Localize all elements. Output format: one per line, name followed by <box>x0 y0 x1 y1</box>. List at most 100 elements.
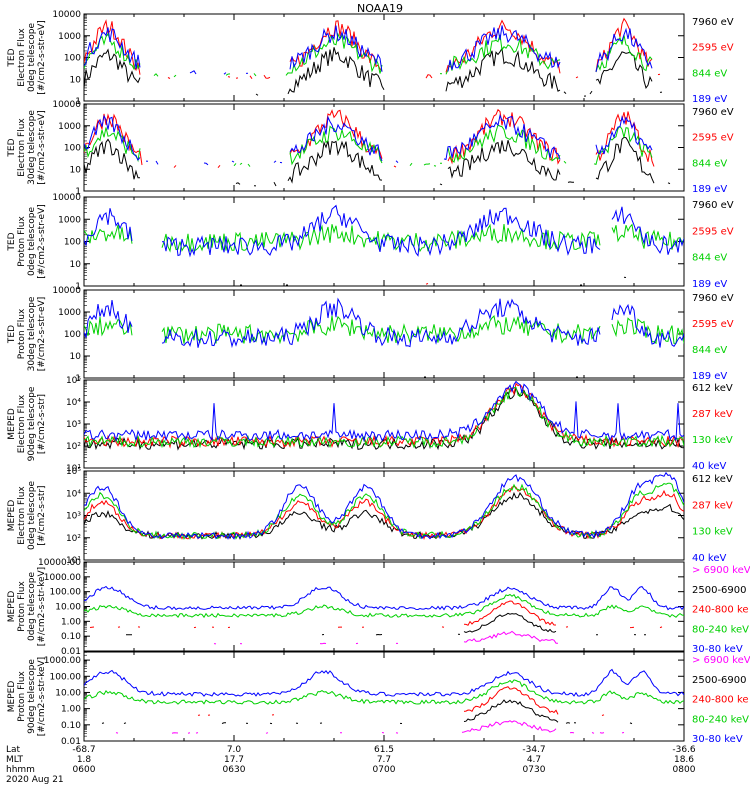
y-axis-label-line: MEPED <box>7 591 17 623</box>
x-tick-label: 0600 <box>73 765 96 775</box>
series-7960-ev <box>84 137 684 186</box>
y-tick-label: 10 <box>70 260 82 270</box>
channel-label: 2500-6900 <box>692 585 747 596</box>
y-axis-label-line: [#/cm2-s-str-eV] <box>37 297 47 372</box>
x-tick-label: -68.7 <box>72 745 95 755</box>
y-tick-label: 10.00 <box>55 603 81 613</box>
channel-label: 130 keV <box>692 527 733 538</box>
channel-label: 844 eV <box>692 158 727 169</box>
y-tick-label: 100 <box>64 54 81 64</box>
y-tick-label: 1.00 <box>61 705 81 715</box>
y-axis-label-line: 0deg telescope <box>27 23 37 93</box>
series-189-ev <box>84 297 684 349</box>
y-axis-label-line: Electron Flux <box>17 118 27 177</box>
channel-label: 7960 eV <box>692 107 734 118</box>
panel-meped-e-0: 10¹ 10² 10³ 10⁴ 10⁵ MEPED Electron Flux 0deg te… <box>7 467 733 566</box>
y-axis-label-line: 90deg telescope <box>27 386 37 461</box>
y-tick-label: 100.00 <box>50 588 82 598</box>
traces <box>84 297 684 377</box>
y-axis-label-line: TED <box>7 325 17 344</box>
channel-label: 30-80 keV <box>692 644 743 655</box>
y-axis-label-line: [#/cm2-s-str-eV] <box>37 204 47 279</box>
channel-label: 844 eV <box>692 68 727 79</box>
y-tick-label: 10000.00 <box>38 558 81 568</box>
x-tick-label: 0700 <box>373 765 396 775</box>
series-612-kev <box>84 387 684 451</box>
y-tick-label: 10¹ <box>66 556 81 566</box>
y-tick-label: 1 <box>75 187 81 197</box>
channel-label: 2595 eV <box>692 133 734 144</box>
series-240-800-ke <box>90 601 680 628</box>
series-40-kev <box>84 471 684 540</box>
y-tick-label: 1000 <box>58 32 81 42</box>
channel-label: 189 eV <box>692 279 727 290</box>
channel-label: 7960 eV <box>692 17 734 28</box>
channel-label: > 6900 keV <box>692 565 750 576</box>
panel-frame <box>83 651 685 742</box>
series-844-ev <box>84 223 684 253</box>
channel-label: 2595 eV <box>692 226 734 237</box>
panel-meped-e-90: 10¹ 10² 10³ 10⁴ 10⁵ MEPED Electron Flux 90deg t… <box>7 376 733 474</box>
x-tick-label: 0630 <box>223 765 246 775</box>
y-axis-label-line: Electron Flux <box>17 28 27 87</box>
y-axis-label-line: [#/cm2-s-str] <box>37 485 47 545</box>
channel-label: 2595 eV <box>692 319 734 330</box>
time-axis-labels: Lat -68.7 7.0 61.5 -34.7 -36.6 MLT 1.8 17.7 7.7 4.… <box>6 745 696 785</box>
series-844-ev <box>84 34 664 77</box>
series-844-ev <box>84 125 684 167</box>
y-tick-label: 10¹ <box>66 464 81 474</box>
x-tick-label: 7.0 <box>227 745 242 755</box>
y-tick-label: 10⁴ <box>66 489 81 499</box>
y-tick-label: 1 <box>75 282 81 292</box>
plot-title: NOAA19 <box>357 2 403 15</box>
traces <box>84 668 684 734</box>
channel-label: 2595 eV <box>692 43 734 54</box>
series-80-240-kev <box>84 679 684 705</box>
y-tick-label: 0.10 <box>61 721 81 731</box>
y-axis-label-line: Proton Flux <box>17 308 27 359</box>
traces <box>84 471 684 540</box>
y-tick-label: 100 <box>64 330 81 340</box>
panel-frame <box>83 13 685 102</box>
series-2500-6900 <box>101 699 633 725</box>
panel-meped-p-90: 0.01 0.10 1.00 10.00 100.00 1000.00 MEPED Proto… <box>7 651 750 747</box>
y-axis-label-line: TED <box>7 48 17 67</box>
y-tick-label: 0.10 <box>61 632 81 642</box>
y-tick-label: 10000 <box>52 10 81 20</box>
y-tick-label: 10⁵ <box>66 467 81 477</box>
panel-ted-p-0: 1 10 100 1000 10000 TED Proton Flux 0deg telesc… <box>7 193 734 292</box>
y-tick-label: 10³ <box>66 420 81 430</box>
channel-label: 80-240 keV <box>692 714 749 725</box>
series-240-800-ke <box>198 687 642 716</box>
channel-label: 287 keV <box>692 409 733 420</box>
y-tick-label: 10⁴ <box>66 398 81 408</box>
series-287-kev <box>84 382 684 449</box>
y-axis-label-line: [#/cm2-s-str-eV] <box>37 20 47 95</box>
series-80-240-kev <box>84 593 684 619</box>
y-tick-label: 1 <box>75 97 81 107</box>
channel-label: 287 keV <box>692 500 733 511</box>
channel-label: 844 eV <box>692 345 727 356</box>
y-axis-label-line: MEPED <box>7 500 17 532</box>
traces <box>84 110 684 186</box>
y-tick-label: 1000.00 <box>44 573 81 583</box>
channel-label: 2500-6900 <box>692 675 747 686</box>
channel-label: 40 keV <box>692 553 726 564</box>
y-tick-label: 10² <box>66 534 81 544</box>
traces <box>84 585 684 644</box>
panel-ted-p-30: 1 10 100 1000 10000 TED Proton Flux 30deg teles… <box>7 286 734 384</box>
channel-label: 130 keV <box>692 435 733 446</box>
series-189-ev <box>84 204 684 258</box>
y-axis-label-line: 0deg telescope <box>27 481 37 551</box>
y-tick-label: 10² <box>66 442 81 452</box>
y-axis-label-line: 30deg telescope <box>27 110 37 185</box>
x-tick-label: 0730 <box>523 765 546 775</box>
channel-label: 189 eV <box>692 371 727 382</box>
x-tick-label: -34.7 <box>522 745 545 755</box>
date-label: 2020 Aug 21 <box>6 775 64 785</box>
y-tick-label: 10000 <box>52 286 81 296</box>
x-row-label: MLT <box>6 755 24 765</box>
channel-label: > 6900 keV <box>692 655 750 666</box>
series-7960-ev <box>84 47 666 96</box>
